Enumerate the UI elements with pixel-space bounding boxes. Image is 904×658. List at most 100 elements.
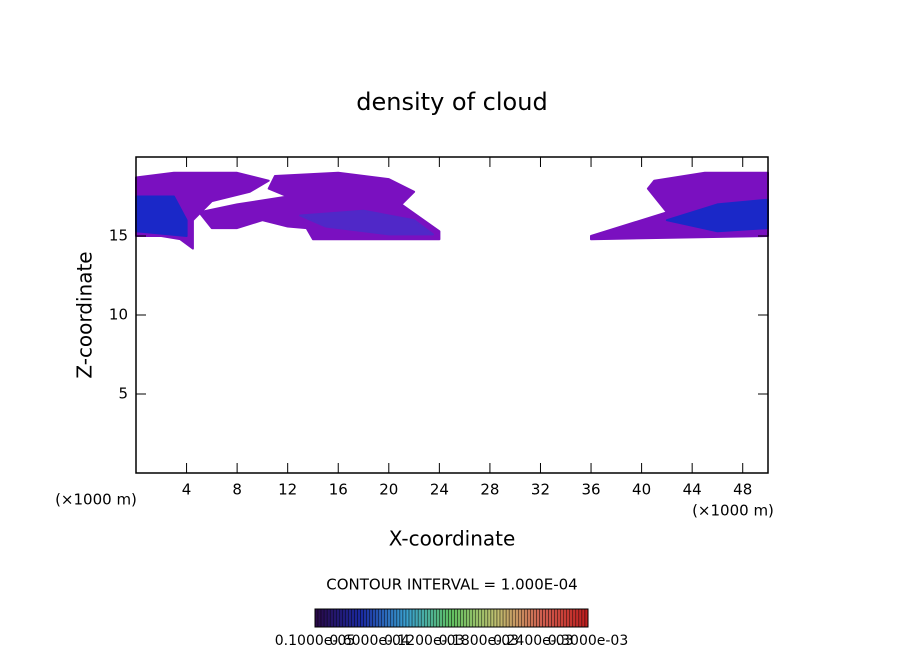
chart-title: density of cloud (356, 88, 547, 116)
x-tick-label: 4 (182, 481, 192, 499)
colorbar-cell (511, 608, 516, 628)
colorbar-cell (542, 608, 546, 628)
x-unit: (×1000 m) (692, 502, 774, 520)
x-tick-label: 8 (232, 481, 242, 499)
x-tick-label: 20 (379, 481, 398, 499)
colorbar-frame (314, 608, 589, 628)
colorbar-label: 0.3000e-03 (548, 633, 628, 649)
x-tick-label: 24 (430, 481, 449, 499)
colorbar-cell (578, 608, 583, 628)
colorbar-cell (557, 608, 561, 628)
colorbar-cell (545, 608, 549, 628)
colorbar-cell (484, 608, 489, 628)
x-tick-label: 48 (733, 481, 752, 499)
colorbar-cell (469, 608, 473, 628)
colorbar-cell (363, 608, 367, 628)
y-axis-label: Z-coordinate (73, 251, 97, 378)
colorbar-cell (499, 608, 504, 628)
colorbar-cell (317, 608, 322, 628)
colorbar-cell (445, 608, 449, 628)
x-tick-label: 44 (683, 481, 702, 499)
x-tick-label: 16 (329, 481, 348, 499)
colorbar-label: 0.1200e-03 (384, 633, 464, 649)
colorbar-label: 0.6000e-04 (329, 633, 410, 649)
colorbar-cell (548, 608, 552, 628)
colorbar-cell (566, 608, 570, 628)
colorbar-cell (342, 608, 346, 628)
colorbar-label: 0.1800e-03 (439, 633, 519, 649)
colorbar-cell (405, 608, 410, 628)
colorbar-label: 0.1000e-05 (275, 633, 355, 649)
colorbar-cell (442, 608, 446, 628)
colorbar-cell (505, 608, 510, 628)
colorbar-cell (533, 608, 537, 628)
colorbar-cell (387, 608, 392, 628)
colorbar-cell (378, 608, 382, 628)
colorbar-cell (424, 608, 428, 628)
colorbar-cell (381, 608, 385, 628)
colorbar-cell (560, 608, 564, 628)
colorbar-cell (551, 608, 555, 628)
colorbar-cell (354, 608, 358, 628)
y-tick-label: 15 (109, 227, 128, 245)
colorbar-cell (554, 608, 558, 628)
colorbar-cell (490, 608, 495, 628)
colorbar-cell (521, 608, 525, 628)
colorbar-cell (360, 608, 364, 628)
colorbar-cell (475, 608, 479, 628)
colorbar-cell (539, 608, 543, 628)
colorbar-cell (515, 608, 519, 628)
colorbar-cell (487, 608, 492, 628)
x-tick-label: 40 (632, 481, 651, 499)
colorbar-cell (414, 608, 419, 628)
colorbar-cell (439, 608, 443, 628)
colorbar-cell (329, 608, 334, 628)
colorbar-cell (402, 608, 407, 628)
colorbar-cell (536, 608, 540, 628)
colorbar-cell (390, 608, 395, 628)
colorbar-cell (563, 608, 567, 628)
x-axis-label: X-coordinate (389, 527, 516, 551)
colorbar-cell (575, 608, 580, 628)
colorbar-cell (336, 608, 340, 628)
colorbar-cell (375, 608, 379, 628)
colorbar-cell (420, 608, 425, 628)
colorbar-cell (408, 608, 413, 628)
colorbar-cell (320, 608, 325, 628)
colorbar-cell (518, 608, 522, 628)
x-tick-label: 32 (531, 481, 550, 499)
colorbar-cell (339, 608, 343, 628)
colorbar-cell (417, 608, 422, 628)
colorbar-cell (369, 608, 373, 628)
x-tick-label: 12 (278, 481, 297, 499)
colorbar-cell (451, 608, 455, 628)
colorbar-cell (333, 608, 337, 628)
colorbar-cell (433, 608, 437, 628)
colorbar-cell (463, 608, 467, 628)
colorbar-cell (572, 608, 577, 628)
colorbar-cell (399, 608, 404, 628)
colorbar-cell (357, 608, 361, 628)
colorbar-label: 0.2400e-03 (493, 633, 573, 649)
colorbar-cell (508, 608, 513, 628)
colorbar-cell (524, 608, 528, 628)
x-tick-label: 28 (480, 481, 499, 499)
x-unit: (×1000 m) (55, 491, 137, 509)
colorbar-cell (366, 608, 370, 628)
colorbar-cell (396, 608, 401, 628)
colorbar-cell (530, 608, 534, 628)
colorbar-cell (372, 608, 376, 628)
x-tick-label: 36 (581, 481, 600, 499)
colorbar-cell (478, 608, 483, 628)
colorbar-cell (493, 608, 498, 628)
colorbar-cell (527, 608, 531, 628)
contour-interval: CONTOUR INTERVAL = 1.000E-04 (326, 576, 577, 594)
colorbar-cell (345, 608, 349, 628)
y-tick-label: 5 (118, 385, 128, 403)
colorbar-cell (466, 608, 470, 628)
colorbar-cell (448, 608, 452, 628)
colorbar-cell (384, 608, 388, 628)
colorbar-cell (348, 608, 352, 628)
